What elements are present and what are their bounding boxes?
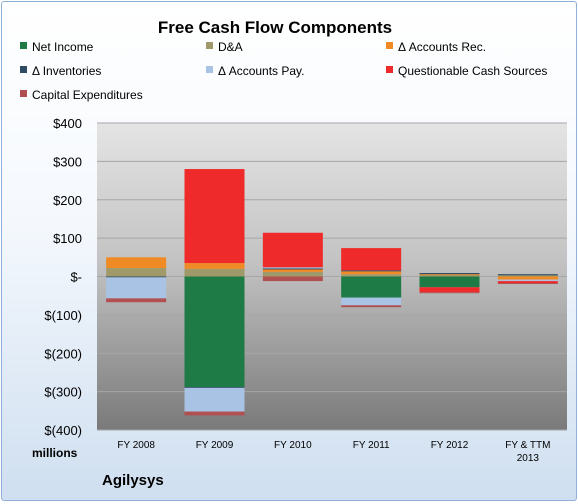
bar-segment <box>341 270 402 272</box>
bar-segment <box>184 411 245 416</box>
legend-entry: Capital Expenditures <box>32 88 143 102</box>
bar-segment <box>184 169 245 264</box>
legend-swatch <box>206 66 213 73</box>
bar-segment <box>341 274 402 277</box>
x-tick-label: FY & TTM 2013 <box>505 440 550 464</box>
bar-segment <box>341 271 402 275</box>
legend-swatch <box>20 66 27 73</box>
company-name: Agilysys <box>102 472 164 489</box>
legend-swatch <box>386 42 393 49</box>
y-tick-label: $100 <box>53 231 82 246</box>
y-tick-label: $200 <box>53 193 82 208</box>
x-axis-ticks: FY 2008 FY 2009 FY 2010 FY 2011 FY 2012 FY & … <box>117 440 550 464</box>
bar-segment <box>341 297 402 306</box>
bar-segment <box>106 276 167 278</box>
y-tick-label: $(200) <box>44 346 82 361</box>
legend-entry: Questionable Cash Sources <box>398 64 547 78</box>
bar-segment <box>184 387 245 389</box>
y-axis-ticks: $400 $300 $200 $100 $- $(100) $(200) $(300) $(40… <box>44 116 82 438</box>
y-tick-label: $- <box>70 270 82 285</box>
bar-segment <box>106 268 167 277</box>
bar-segment <box>262 232 323 268</box>
bar-segment <box>262 268 323 272</box>
bar-segment <box>106 298 167 303</box>
chart-title: Free Cash Flow Components <box>158 18 392 37</box>
x-tick-label: FY 2012 <box>431 440 469 451</box>
bar-segment <box>262 267 323 269</box>
bar-segment <box>262 268 323 270</box>
legend-swatch <box>206 42 213 49</box>
bar-segment <box>419 274 480 276</box>
unit-label: millions <box>32 446 78 460</box>
bar-segment <box>341 305 402 308</box>
legend-entry: Net Income <box>32 40 94 54</box>
bar-segment <box>106 277 167 299</box>
legend-swatch <box>20 90 27 97</box>
bar-segment <box>184 276 245 388</box>
legend: Net Income D&A Δ Accounts Rec. Δ Inventorie… <box>20 40 547 102</box>
bar-segment <box>497 276 558 280</box>
bar-segment <box>341 276 402 298</box>
y-tick-label: $(100) <box>44 308 82 323</box>
bar-segment <box>262 271 323 277</box>
bar-segment <box>106 257 167 269</box>
bar-segment <box>419 292 480 294</box>
legend-swatch <box>20 42 27 49</box>
bar-segment <box>497 274 558 276</box>
bar-segment <box>262 276 323 282</box>
y-tick-label: $400 <box>53 116 82 131</box>
y-tick-label: $(300) <box>44 385 82 400</box>
x-tick-label: FY 2009 <box>196 440 234 451</box>
legend-entry: Δ Accounts Rec. <box>398 40 486 54</box>
legend-entry: Δ Accounts Pay. <box>218 64 305 78</box>
bar-segment <box>419 276 480 288</box>
bar-segment <box>497 279 558 282</box>
bar-segment <box>497 281 558 284</box>
bar-segment <box>419 287 480 293</box>
bar-segment <box>184 387 245 412</box>
legend-entry: Δ Inventories <box>32 64 101 78</box>
bar-segment <box>419 273 480 275</box>
x-tick-label: FY 2011 <box>353 440 390 451</box>
x-tick-label: FY 2010 <box>274 440 312 451</box>
bar-segment <box>497 283 558 285</box>
legend-swatch <box>386 66 393 73</box>
bar-segment <box>184 268 245 277</box>
bar-segment <box>341 248 402 271</box>
bar-segment <box>184 263 245 269</box>
legend-entry: D&A <box>218 40 243 54</box>
gridlines <box>97 122 567 431</box>
y-tick-label: $300 <box>53 154 82 169</box>
bars <box>106 169 558 416</box>
bar-segment <box>419 274 480 277</box>
y-tick-label: $(400) <box>44 423 82 438</box>
x-tick-label: FY 2008 <box>117 440 155 451</box>
bar-segment <box>497 275 558 277</box>
